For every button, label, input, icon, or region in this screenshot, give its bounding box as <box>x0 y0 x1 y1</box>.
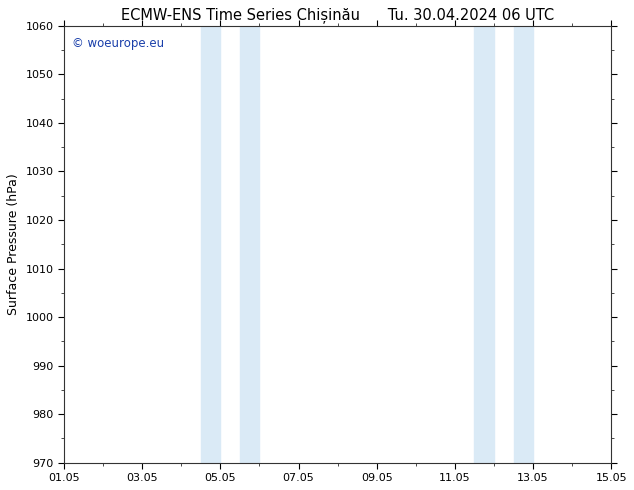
Text: © woeurope.eu: © woeurope.eu <box>72 37 164 50</box>
Title: ECMW-ENS Time Series Chișinău      Tu. 30.04.2024 06 UTC: ECMW-ENS Time Series Chișinău Tu. 30.04.… <box>121 7 554 23</box>
Y-axis label: Surface Pressure (hPa): Surface Pressure (hPa) <box>7 173 20 315</box>
Bar <box>240 26 259 463</box>
Bar <box>474 26 494 463</box>
Bar <box>514 26 533 463</box>
Bar <box>201 26 221 463</box>
